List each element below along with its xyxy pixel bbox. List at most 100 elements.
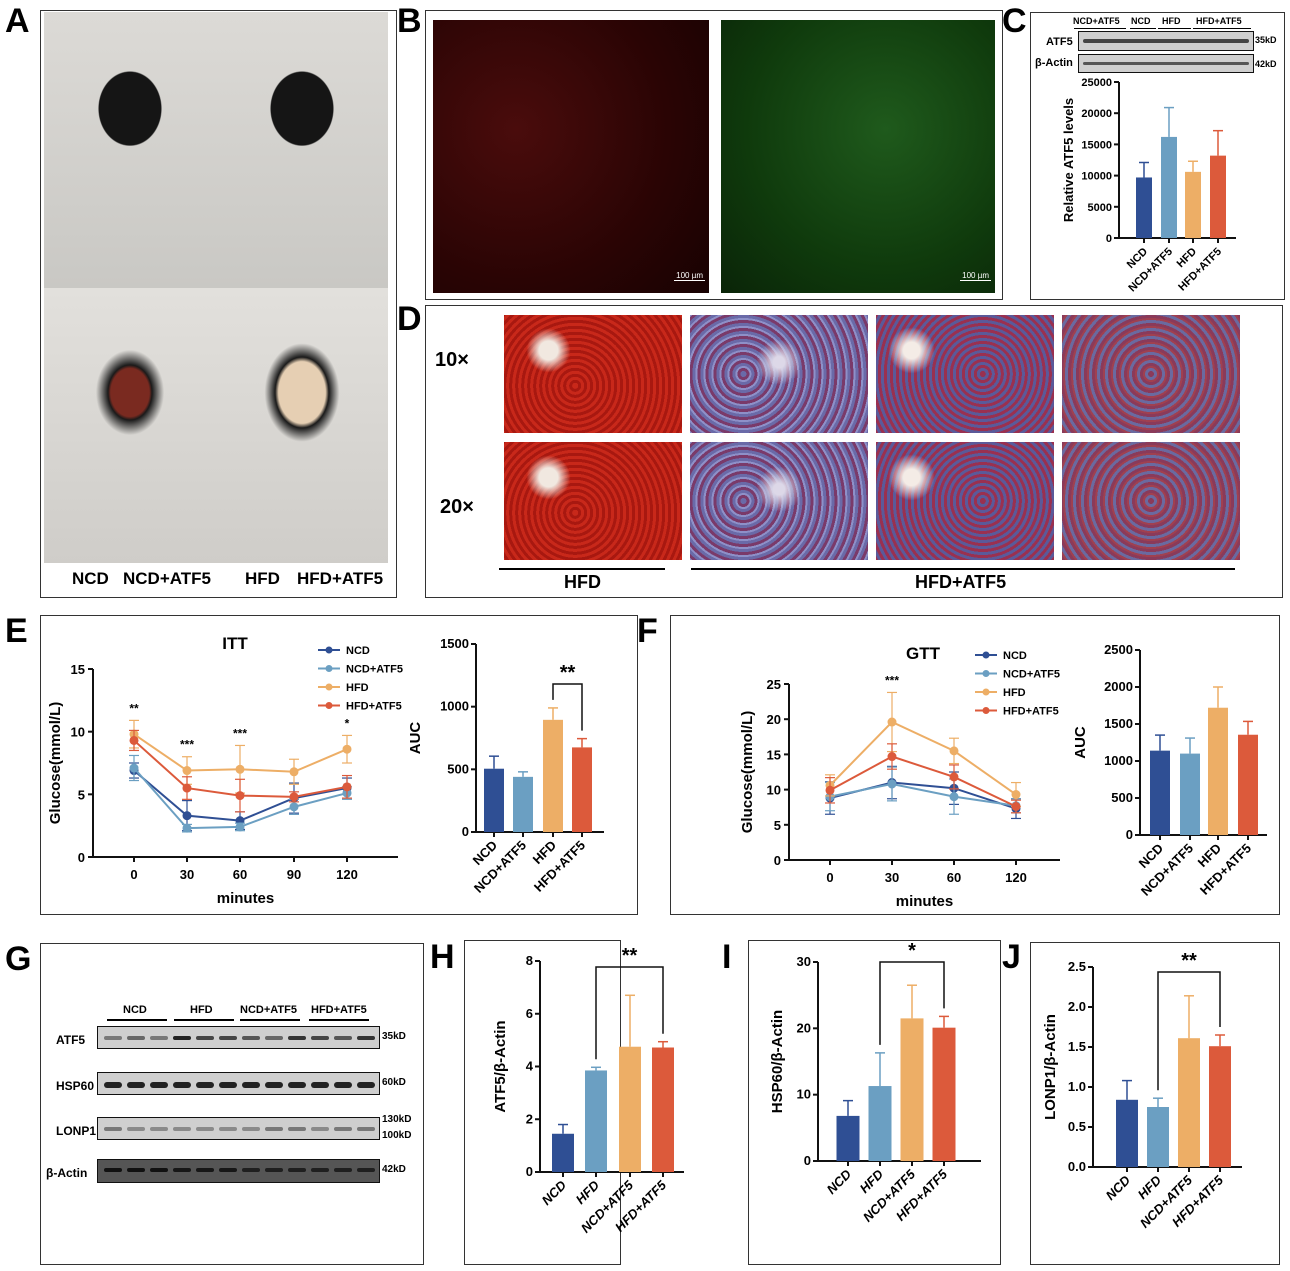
blot-band [288,1082,306,1088]
panel-label-f: F [637,612,658,650]
bar-ncd-atf5 [513,776,533,832]
western-blot-actin [97,1159,380,1183]
data-point [129,763,139,773]
blot-row-label: β-Actin [1035,57,1073,69]
chart-title: GTT [906,644,941,663]
y-tick-label: 5000 [1088,202,1112,214]
legend-label-hfd: HFD [1003,687,1026,699]
blot-band [196,1036,214,1040]
y-tick-label: 15 [767,747,781,762]
blot-row-label: ATF5 [56,1033,86,1047]
data-point [949,772,959,782]
y-axis-label: Relative ATF5 levels [1061,98,1076,222]
y-tick-label: 500 [1111,790,1133,805]
group-label-hfd-atf5: HFD+ATF5 [297,569,384,588]
group-label-hfd: HFD [245,569,280,588]
group-label-ncd-atf5: NCD+ATF5 [123,569,211,588]
legend-marker [982,688,990,696]
blot-band [288,1168,306,1172]
blot-band [242,1082,260,1088]
legend-marker [325,683,333,691]
blot-band [127,1082,145,1088]
y-tick-label: 25000 [1081,77,1112,89]
data-point [887,779,897,789]
blot-band [104,1082,122,1088]
panel-label-g: G [5,940,32,978]
data-point [1011,790,1021,800]
blot-band [265,1168,283,1172]
blot-band [150,1036,168,1040]
blot-band [104,1036,122,1040]
stain-image-hfd-atf5-10x-2 [876,315,1054,433]
y-tick-label: 10 [767,783,781,798]
blot-band [288,1127,306,1131]
fluorescence-image-green: 100 µm [721,20,995,293]
blot-band [265,1036,283,1040]
y-tick-label: 1000 [1104,753,1133,768]
data-point [949,746,959,756]
scale-bar: 100 µm [674,271,705,281]
y-tick-label: 5 [774,818,781,833]
panel-e-frame [40,615,638,915]
blot-band [242,1127,260,1131]
x-tick-label: NCD [539,1177,570,1208]
magnification-label-20x: 20× [440,496,474,518]
western-blot-beta-actin [1078,54,1254,73]
blot-band [150,1168,168,1172]
data-point [342,782,352,792]
y-tick-label: 5 [78,787,85,802]
y-tick-label: 20 [767,712,781,727]
panel-g-frame [40,943,424,1265]
significance-bracket [595,966,664,1060]
y-tick-label: 2000 [1104,679,1133,694]
blot-band [196,1168,214,1172]
bar-ncd [1136,177,1152,238]
panel-label-b: B [397,2,422,40]
series-line-hfd [829,720,1017,796]
y-tick-label: 30 [797,954,811,969]
blot-band [104,1168,122,1172]
western-blot-atf5 [97,1026,380,1049]
data-point [289,767,299,777]
legend-label-ncd: NCD [346,645,370,657]
bar-ncd [1116,1099,1138,1167]
panel-label-i: I [722,938,732,976]
blot-band [334,1168,352,1172]
y-tick-label: 2.5 [1068,959,1086,974]
data-point [1011,801,1021,811]
y-axis-label: AUC [1072,726,1089,759]
x-tick-label: 120 [336,867,358,882]
scale-bar: 100 µm [960,271,991,281]
bar-hfd-atf5 [932,1027,956,1161]
blot-band [334,1036,352,1040]
bar-hfd-atf5 [1210,155,1226,238]
data-point [129,735,139,745]
mouse-photo-ncd-pair [44,12,216,288]
legend-label-ncd-atf5: NCD+ATF5 [346,664,403,676]
blot-band [150,1127,168,1131]
blot-size-label: 35kD [382,1031,406,1042]
data-point [182,823,192,833]
panel-label-d: D [397,300,422,338]
blot-group-label: NCD+ATF5 [1073,16,1120,26]
y-tick-label: 1500 [1104,716,1133,731]
panel-j-frame [1030,942,1280,1265]
x-tick-label: 60 [233,867,247,882]
blot-band [265,1082,283,1088]
blot-group-label: HFD+ATF5 [1196,16,1242,26]
bar-hfd-atf5 [652,1047,674,1172]
blot-band [150,1082,168,1088]
magnification-label-10x: 10× [435,349,469,371]
dissected-mouse-photo-hfd [216,288,388,563]
y-tick-label: 1.5 [1068,1039,1086,1054]
y-tick-label: 0 [78,850,85,865]
y-tick-label: 8 [526,953,533,968]
data-point [289,802,299,812]
fluorescence-image-red: 100 µm [433,20,709,293]
blot-band [173,1127,191,1131]
y-tick-label: 1500 [440,636,469,651]
blot-band [173,1082,191,1088]
legend-marker [325,646,333,654]
blot-group-label: HFD [1162,16,1181,26]
